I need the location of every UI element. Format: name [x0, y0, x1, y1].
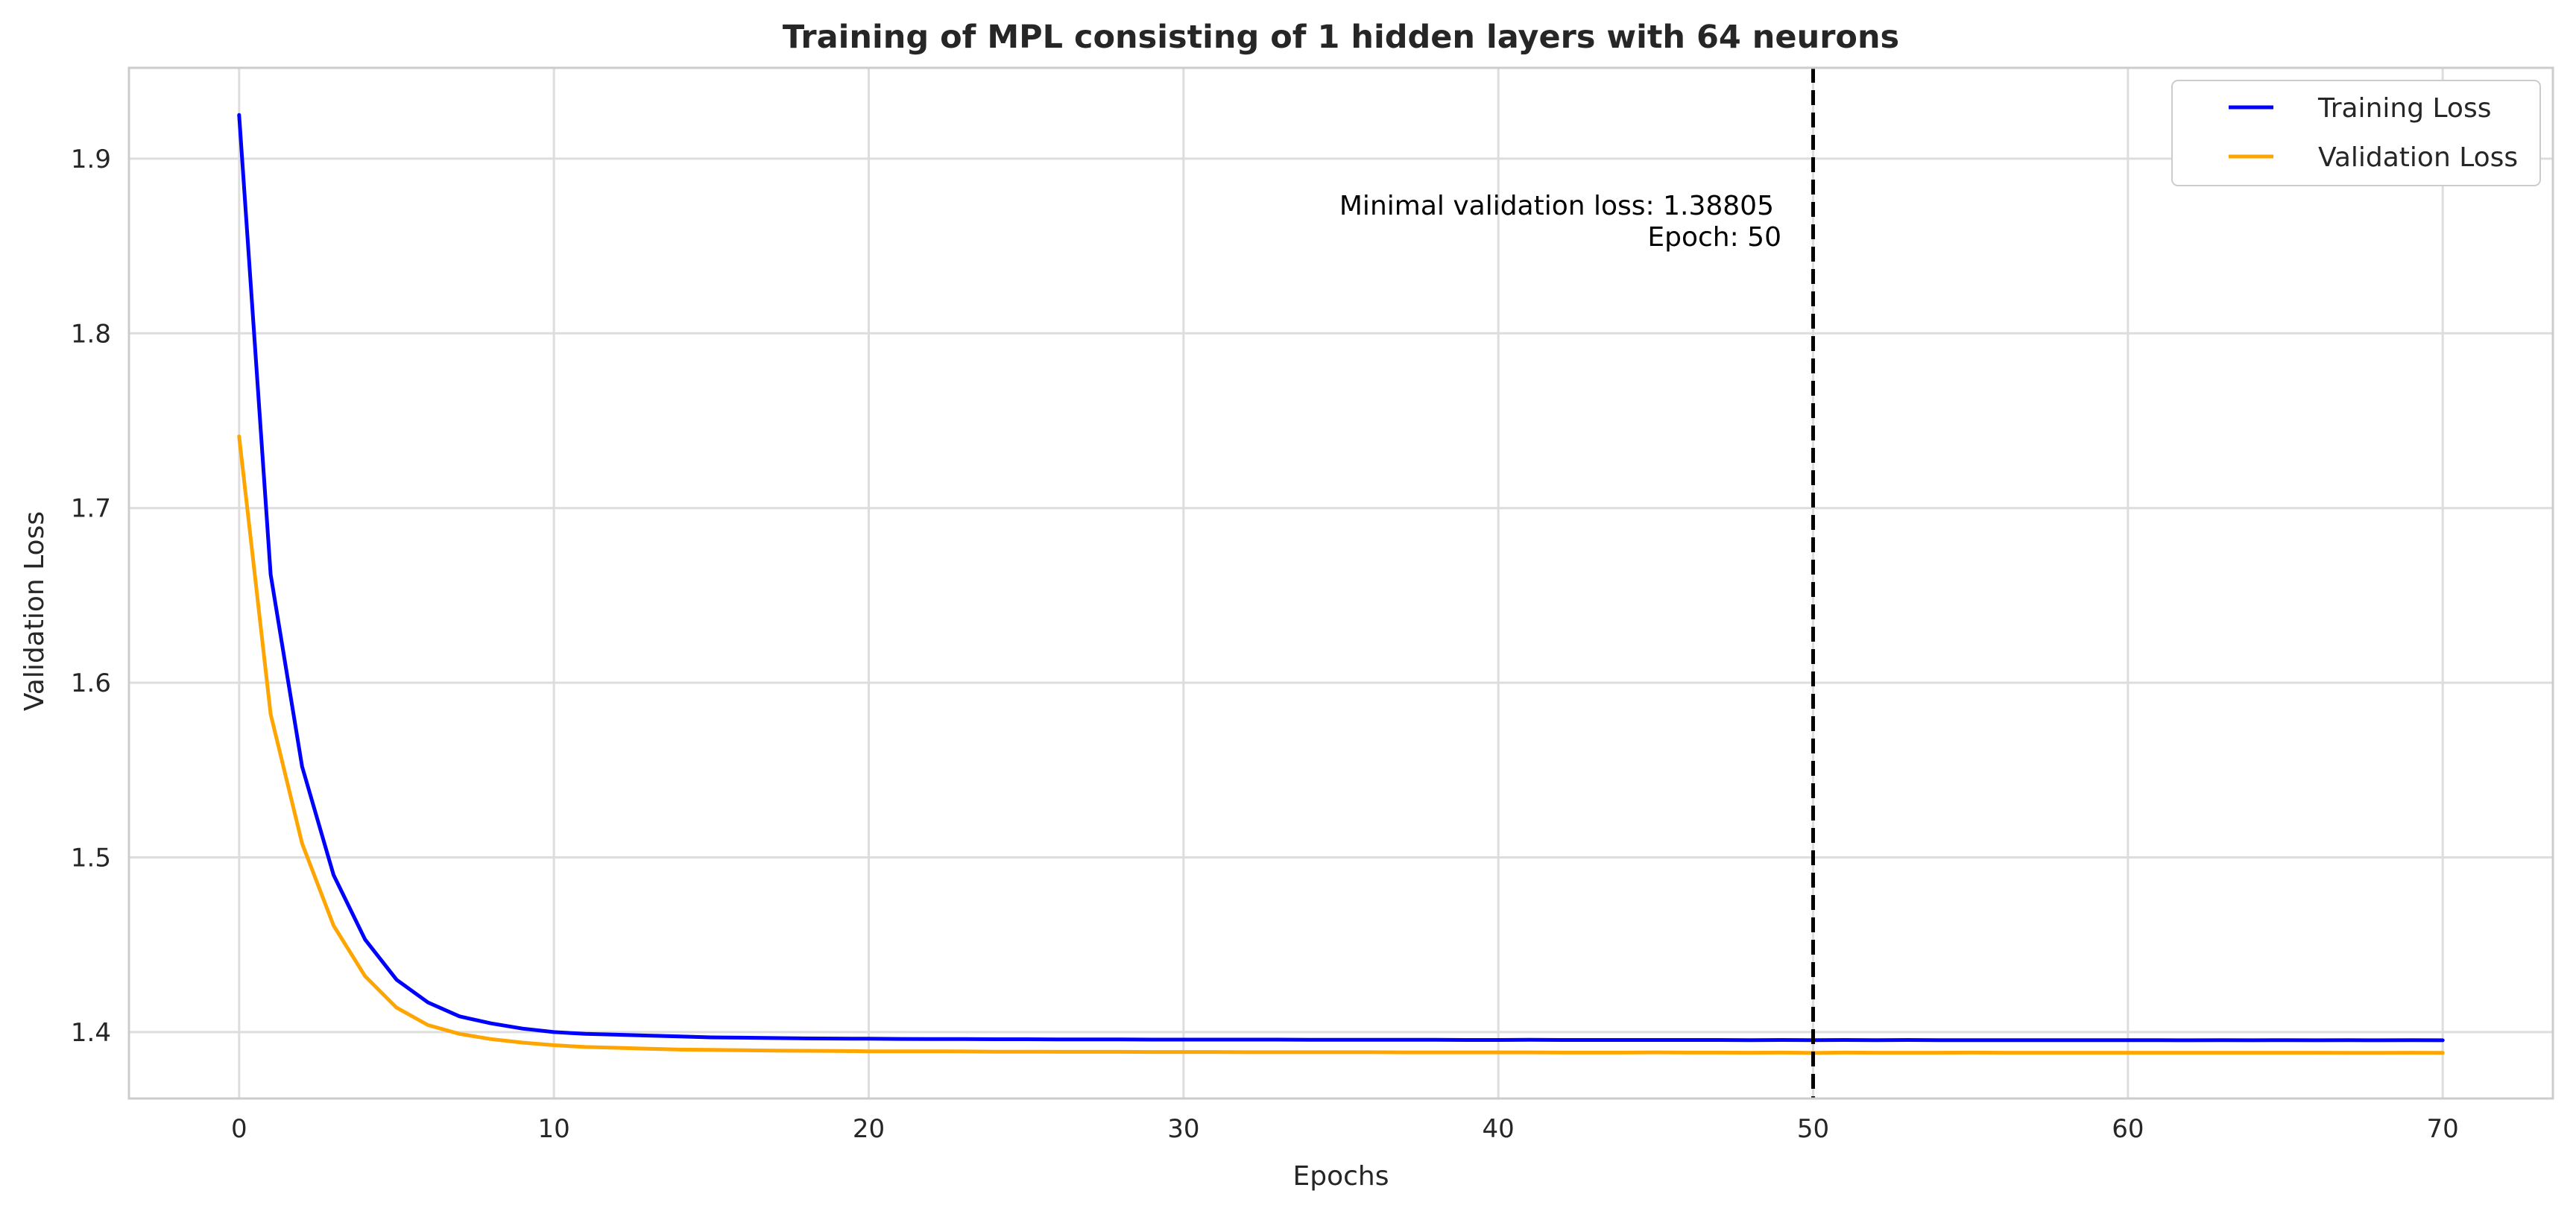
x-tick-label: 50 [1797, 1114, 1829, 1144]
validation-loss-line [237, 434, 2445, 1055]
min-loss-annotation: Minimal validation loss: 1.38805 [1339, 191, 1774, 221]
x-tick-label: 40 [1483, 1114, 1515, 1144]
grid-lines [129, 68, 2553, 1098]
x-tick-label: 0 [231, 1114, 247, 1144]
x-tick-labels: 0 10 20 30 40 50 60 70 [231, 1114, 2459, 1144]
x-tick-label: 10 [538, 1114, 570, 1144]
plot-frame [127, 66, 2554, 1100]
min-epoch-annotation: Epoch: 50 [1647, 222, 1781, 253]
x-tick-label: 30 [1167, 1114, 1199, 1144]
training-loss-line [237, 113, 2445, 1043]
x-tick-label: 60 [2112, 1114, 2144, 1144]
series-lines [237, 113, 2445, 1055]
y-tick-label: 1.8 [71, 319, 111, 349]
y-tick-label: 1.4 [71, 1018, 111, 1048]
legend-label-validation: Validation Loss [2318, 142, 2518, 173]
y-tick-label: 1.5 [71, 844, 111, 873]
y-tick-label: 1.7 [71, 494, 111, 524]
legend: Training Loss Validation Loss [2171, 80, 2541, 186]
y-axis-label: Validation Loss [19, 511, 50, 711]
legend-label-training: Training Loss [2317, 93, 2491, 124]
y-tick-label: 1.9 [71, 145, 111, 174]
y-tick-labels: 1.4 1.5 1.6 1.7 1.8 1.9 [71, 145, 111, 1048]
x-axis-label: Epochs [1293, 1161, 1389, 1192]
y-tick-label: 1.6 [71, 668, 111, 698]
x-tick-label: 20 [853, 1114, 885, 1144]
x-tick-label: 70 [2427, 1114, 2459, 1144]
chart-title: Training of MPL consisting of 1 hidden l… [783, 19, 1899, 56]
